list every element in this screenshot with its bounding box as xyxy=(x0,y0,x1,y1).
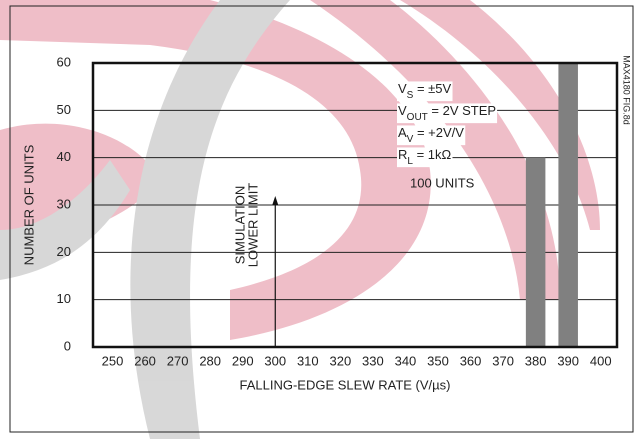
x-tick-label: 340 xyxy=(395,353,417,368)
x-tick-label: 360 xyxy=(460,353,482,368)
y-tick-label: 10 xyxy=(57,291,71,306)
condition-part: V xyxy=(398,103,407,118)
bar xyxy=(558,63,578,347)
x-axis-label: FALLING-EDGE SLEW RATE (V/µs) xyxy=(240,377,451,392)
y-axis-label: NUMBER OF UNITS xyxy=(21,144,36,265)
x-tick-label: 350 xyxy=(427,353,449,368)
condition-part: OUT xyxy=(407,112,428,123)
lower-limit-label: SIMULATION xyxy=(233,186,248,265)
plot-frame xyxy=(91,61,619,349)
condition-bg xyxy=(397,81,453,102)
y-tick-label: 0 xyxy=(64,338,71,353)
x-tick-label: 290 xyxy=(232,353,254,368)
condition-part: V xyxy=(407,134,414,145)
lower-limit-label: LOWER LIMIT xyxy=(246,183,261,268)
condition-part: R xyxy=(398,147,407,162)
condition-part: S xyxy=(407,90,414,101)
x-tick-label: 300 xyxy=(264,353,286,368)
x-tick-label: 260 xyxy=(134,353,156,368)
condition: RL = 1kΩ xyxy=(398,147,451,167)
x-tick-label: 270 xyxy=(167,353,189,368)
condition: VS = ±5V xyxy=(398,81,452,101)
condition-part: = ±5V xyxy=(413,81,451,96)
condition-part: = 2V STEP xyxy=(428,103,496,118)
condition-bg xyxy=(397,103,498,124)
watermark xyxy=(0,0,600,439)
condition-part: V xyxy=(398,81,407,96)
x-tick-label: 280 xyxy=(199,353,221,368)
condition: AV = +2V/V xyxy=(398,125,464,145)
x-tick-label: 370 xyxy=(492,353,514,368)
condition-part: A xyxy=(398,125,407,140)
condition-part: L xyxy=(407,156,413,167)
y-tick-label: 20 xyxy=(57,244,71,259)
condition-part: = +2V/V xyxy=(413,125,464,140)
units-note: 100 UNITS xyxy=(410,175,475,190)
figure-frame xyxy=(9,5,634,433)
y-tick-label: 30 xyxy=(57,196,71,211)
y-tick-label: 60 xyxy=(57,54,71,69)
arrow-head xyxy=(272,196,279,205)
y-tick-label: 50 xyxy=(57,102,71,117)
figure-id: MAX4180 FIG.8d xyxy=(622,55,632,125)
condition-part: = 1kΩ xyxy=(413,147,452,162)
y-tick-label: 40 xyxy=(57,149,71,164)
x-tick-label: 250 xyxy=(102,353,124,368)
x-tick-label: 310 xyxy=(297,353,319,368)
x-tick-label: 330 xyxy=(362,353,384,368)
x-tick-label: 320 xyxy=(330,353,352,368)
x-tick-label: 400 xyxy=(590,353,612,368)
x-tick-label: 390 xyxy=(557,353,579,368)
condition-bg xyxy=(397,125,466,146)
condition: VOUT = 2V STEP xyxy=(398,103,496,123)
condition-bg xyxy=(397,147,453,168)
bar xyxy=(525,157,546,347)
x-tick-label: 380 xyxy=(525,353,547,368)
